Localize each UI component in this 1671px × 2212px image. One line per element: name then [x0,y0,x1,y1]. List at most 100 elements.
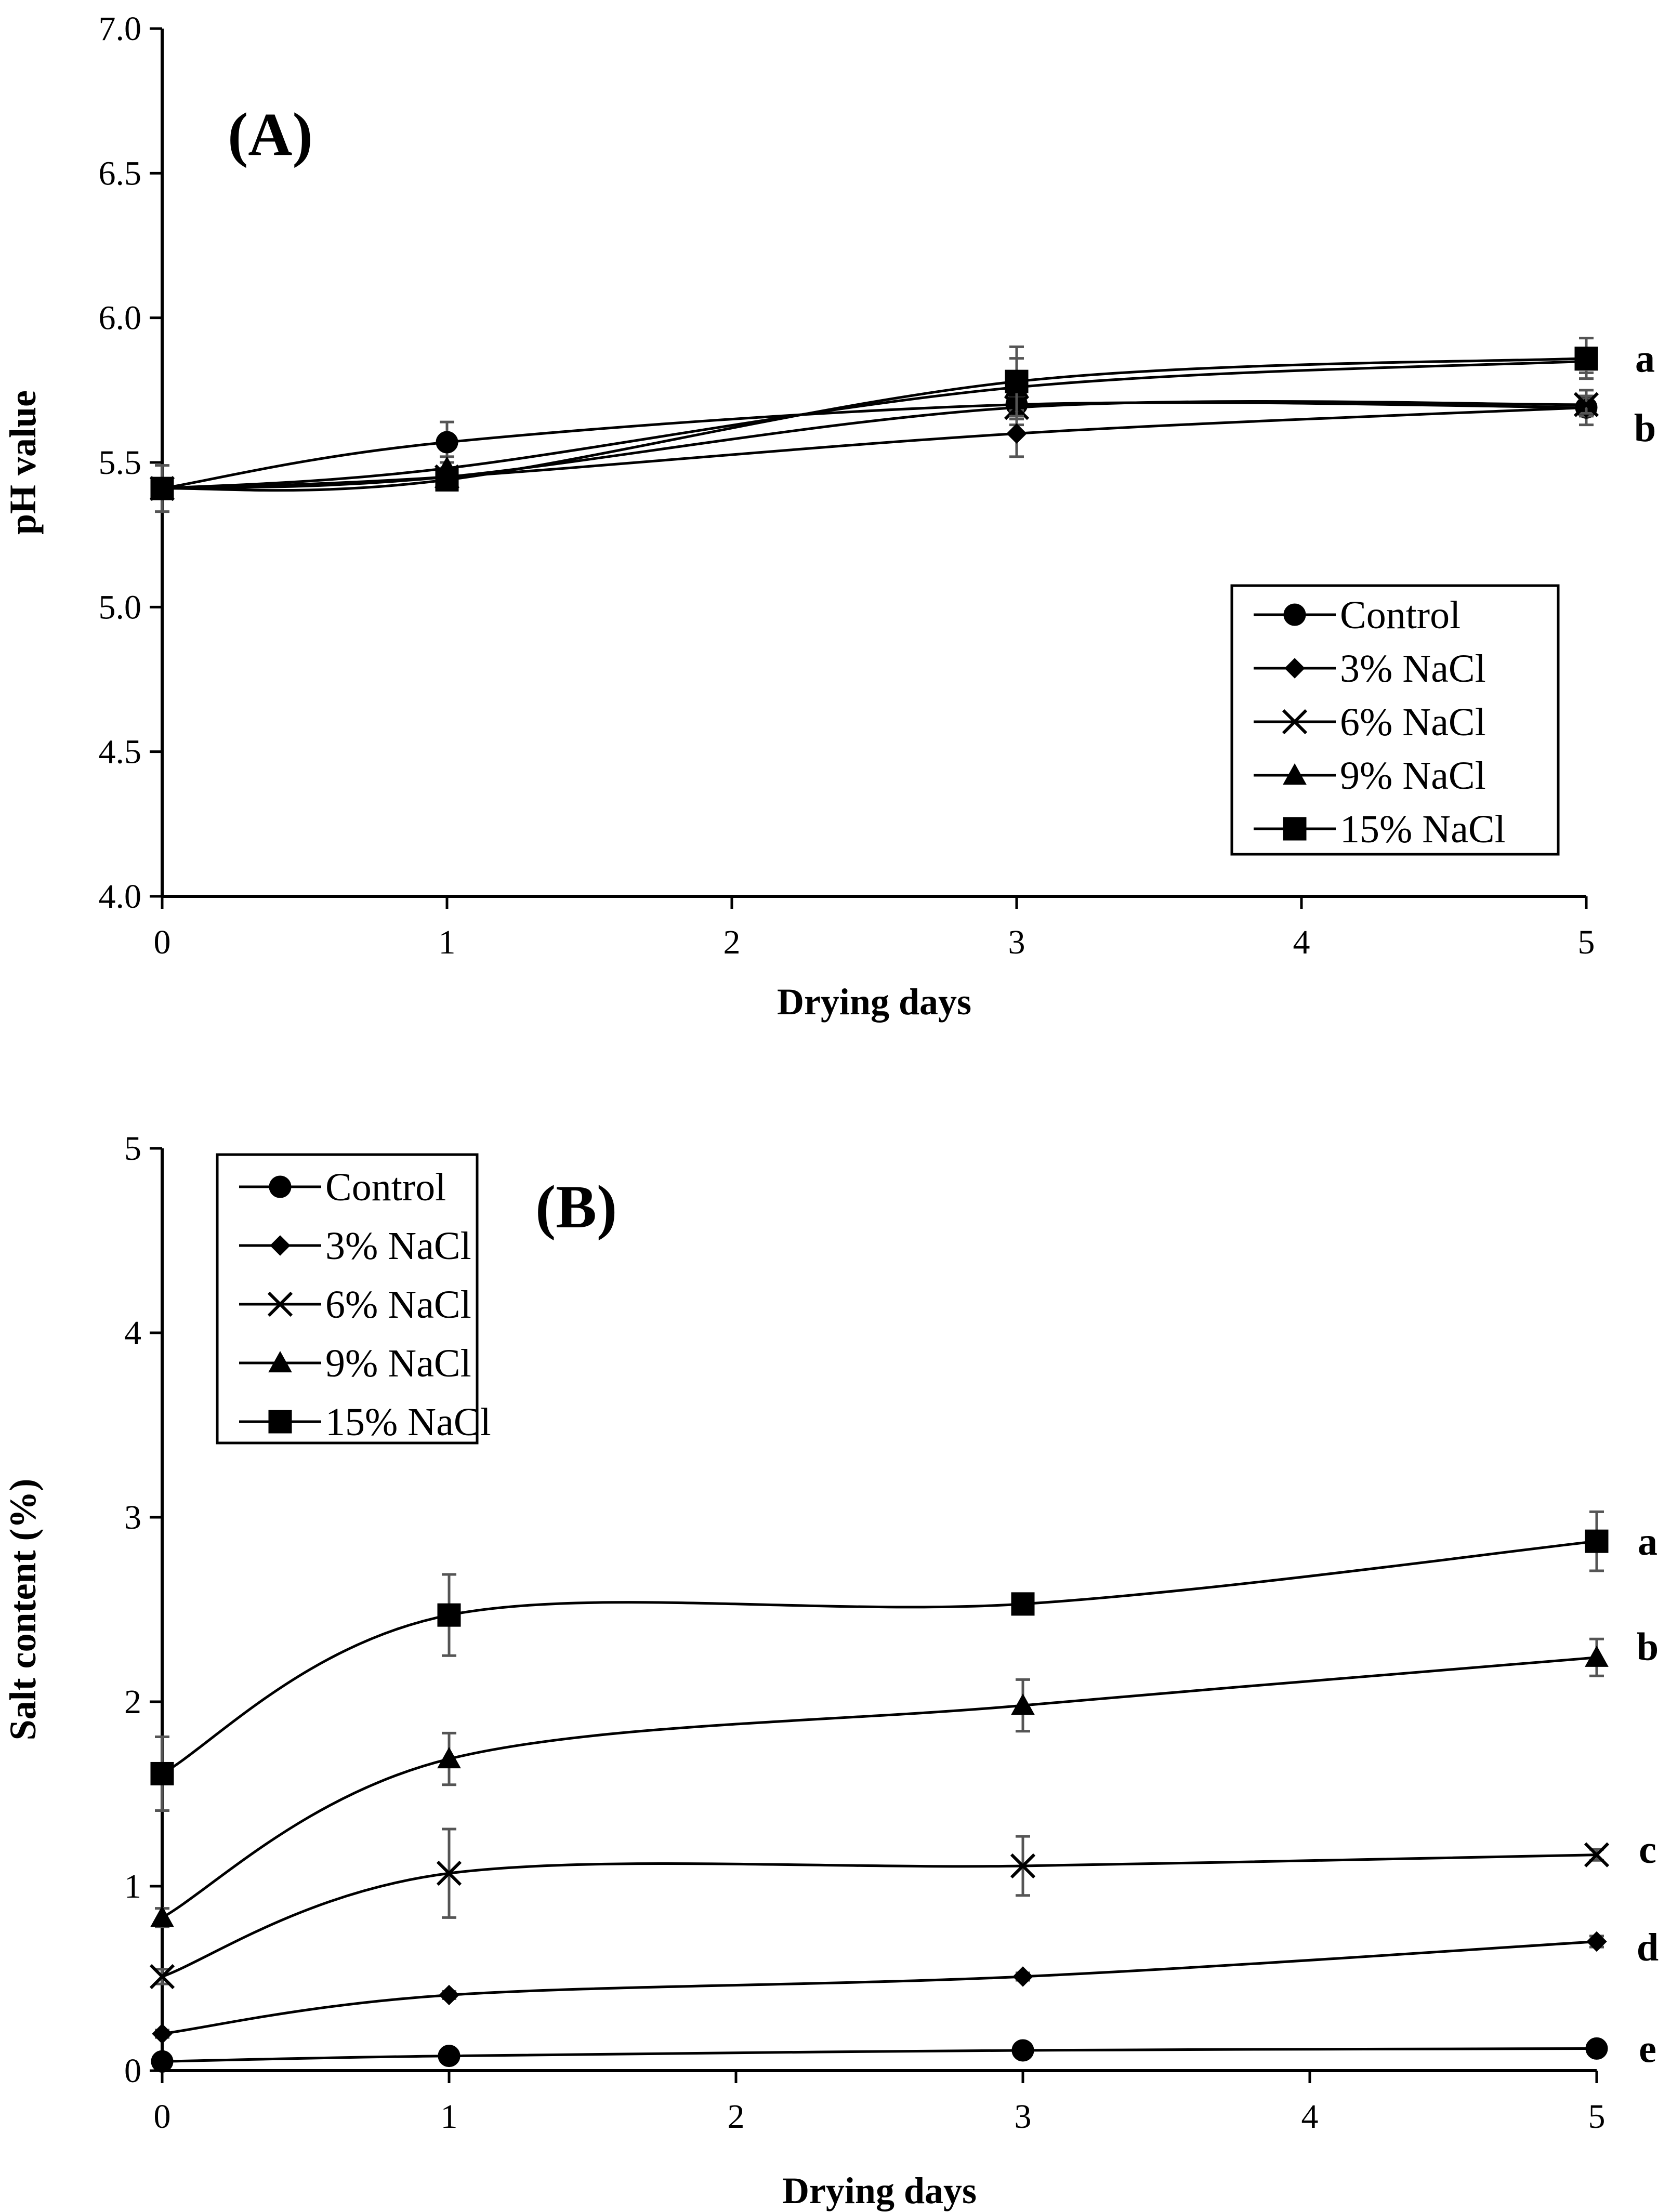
legend-box [216,1153,479,1445]
legend-label: 3% NaCl [1340,647,1486,691]
data-point-stroke2 [1010,1853,1036,1879]
y-tick-label: 0 [124,2052,141,2090]
data-point-stroke2 [149,1964,175,1990]
legend-marker [1282,709,1308,735]
legend-marker [1283,603,1306,626]
x-tick-label: 1 [441,2098,458,2136]
significance-letter: e [1639,2027,1656,2071]
series-line [162,357,1587,492]
legend-marker [267,1291,293,1317]
legend-item: 15% NaCl [1254,807,1506,851]
data-point [1006,423,1027,444]
legend: Control 3% NaCl 6% NaCl 9% NaCl 15% NaCl [216,1153,491,1445]
legend-box [1230,584,1560,856]
data-point [1584,1842,1610,1867]
legend-label: Control [325,1165,446,1209]
data-point [1011,2039,1034,2062]
y-tick-label: 3 [124,1499,141,1537]
x-tick-label: 0 [154,2098,171,2136]
x-axis-label: Drying days [777,981,971,1023]
data-point [436,1861,462,1886]
significance-letter: c [1639,1828,1656,1872]
legend-marker-stroke2 [267,1291,293,1317]
significance-letter: d [1637,1926,1659,1969]
legend-label: Control [1340,593,1461,637]
data-point [1005,369,1029,393]
data-point [1585,1529,1609,1553]
x-tick-label: 0 [154,923,171,961]
y-tick-label: 5.5 [99,444,142,482]
legend-item: 6% NaCl [1254,700,1486,744]
y-tick-label: 5 [124,1130,141,1168]
data-point [150,1905,174,1927]
legend-item: 9% NaCl [1254,754,1486,798]
panel-a-chart: 4.0 4.5 5.0 5.5 6.0 6.5 7.0 0 1 2 3 4 5 Drying days pH… [2,10,1656,1023]
series-line [162,406,1587,490]
y-axis-label: pH value [2,390,44,535]
series-6-nacl [149,1827,1610,1990]
legend-label: 6% NaCl [325,1283,471,1327]
legend-marker-stroke2 [1282,709,1308,735]
significance-letter: b [1637,1625,1659,1669]
legend: Control 3% NaCl 6% NaCl 9% NaCl 15% NaCl [1230,584,1560,856]
panel-b-chart: 0 1 2 3 4 5 0 1 2 3 4 5 Drying days Salt content (%) (… [2,1130,1659,2211]
data-point [1011,1592,1035,1616]
data-point [152,2023,173,2044]
data-point [1585,2037,1608,2060]
data-point [1011,1693,1035,1715]
data-point [435,468,459,492]
data-point [437,1603,461,1627]
data-point [1012,1966,1033,1987]
data-point [436,431,458,454]
significance-letter: a [1638,1520,1657,1564]
legend-label: 3% NaCl [325,1224,471,1268]
legend-marker [1284,658,1305,679]
legend-marker [268,1410,292,1434]
data-point [1585,1645,1609,1667]
legend-item: 9% NaCl [239,1342,471,1385]
legend-item: 3% NaCl [1254,647,1486,691]
x-tick-label: 1 [439,923,456,961]
y-axis-label: Salt content (%) [2,1479,44,1741]
panel-label: (A) [228,100,313,168]
legend-label: 9% NaCl [325,1342,471,1385]
legend-marker [270,1235,291,1256]
x-tick-label: 4 [1293,923,1310,961]
data-point [1586,1931,1607,1952]
series-line [162,2047,1597,2063]
data-point [437,1747,461,1769]
panel-label: (B) [535,1173,617,1241]
series-15-nacl [150,1510,1609,1812]
data-point [150,1761,174,1785]
legend-label: 6% NaCl [1340,700,1486,744]
series-6-nacl [149,392,1599,501]
data-point [150,476,174,500]
legend-item: 3% NaCl [239,1224,471,1268]
legend-marker [268,1350,292,1373]
data-point [1574,347,1598,370]
series-9-nacl [150,348,1598,498]
series-3-nacl [152,1931,1607,2044]
y-tick-label: 5.0 [99,588,142,626]
legend-item: Control [239,1165,446,1209]
legend-item: 15% NaCl [239,1400,491,1444]
series-control [151,2037,1608,2073]
y-tick-label: 6.5 [99,154,142,192]
x-tick-label: 2 [723,923,741,961]
x-tick-label: 5 [1578,923,1595,961]
data-point-stroke2 [1573,392,1599,417]
y-tick-label: 4 [124,1314,141,1352]
data-point [439,1984,459,2006]
data-point-stroke2 [1584,1842,1610,1867]
legend-item: Control [1254,593,1461,637]
data-point [1010,1853,1036,1879]
legend-label: 15% NaCl [1340,807,1506,851]
y-tick-label: 1 [124,1867,141,1905]
significance-letter: b [1634,406,1656,450]
y-tick-label: 7.0 [99,10,142,48]
x-axis-label: Drying days [782,2170,977,2211]
x-tick-label: 3 [1008,923,1025,961]
legend-item: 6% NaCl [239,1283,471,1327]
data-point [438,2045,460,2068]
